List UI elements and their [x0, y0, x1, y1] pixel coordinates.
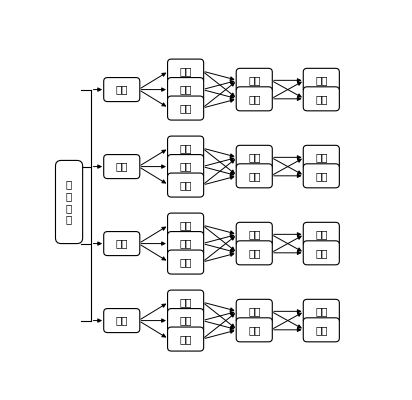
Text: 成绩: 成绩 [315, 152, 328, 162]
Text: 现在: 现在 [179, 316, 192, 326]
FancyBboxPatch shape [236, 318, 272, 342]
Text: 主体: 主体 [115, 84, 128, 94]
FancyBboxPatch shape [168, 327, 204, 351]
FancyBboxPatch shape [303, 299, 339, 323]
Text: 外地: 外地 [248, 325, 260, 335]
FancyBboxPatch shape [303, 87, 339, 111]
Text: 环境: 环境 [115, 316, 128, 326]
Text: 过去: 过去 [179, 143, 192, 153]
FancyBboxPatch shape [236, 164, 272, 188]
Text: 未来: 未来 [179, 334, 192, 344]
Text: 特
定
事
实: 特 定 事 实 [66, 180, 72, 224]
Text: 问题: 问题 [315, 325, 328, 335]
FancyBboxPatch shape [104, 78, 140, 102]
Text: 问题: 问题 [315, 248, 328, 258]
Text: 问题: 问题 [315, 171, 328, 181]
Text: 外地: 外地 [248, 94, 260, 104]
FancyBboxPatch shape [168, 78, 204, 102]
FancyBboxPatch shape [236, 87, 272, 111]
FancyBboxPatch shape [104, 308, 140, 332]
FancyBboxPatch shape [303, 145, 339, 169]
Text: 过去: 过去 [179, 297, 192, 307]
FancyBboxPatch shape [303, 68, 339, 92]
Text: 本地: 本地 [248, 306, 260, 316]
Text: 现在: 现在 [179, 162, 192, 172]
FancyBboxPatch shape [236, 145, 272, 169]
FancyBboxPatch shape [303, 241, 339, 265]
Text: 问题: 问题 [315, 94, 328, 104]
FancyBboxPatch shape [303, 164, 339, 188]
FancyBboxPatch shape [56, 160, 83, 244]
FancyBboxPatch shape [236, 222, 272, 246]
Text: 外地: 外地 [248, 248, 260, 258]
FancyBboxPatch shape [104, 154, 140, 178]
FancyBboxPatch shape [168, 250, 204, 274]
Text: 本地: 本地 [248, 152, 260, 162]
FancyBboxPatch shape [236, 241, 272, 265]
FancyBboxPatch shape [168, 213, 204, 237]
FancyBboxPatch shape [236, 68, 272, 92]
Text: 现在: 现在 [179, 238, 192, 248]
Text: 本地: 本地 [248, 75, 260, 85]
Text: 制度: 制度 [115, 238, 128, 248]
FancyBboxPatch shape [168, 136, 204, 160]
Text: 过去: 过去 [179, 220, 192, 230]
FancyBboxPatch shape [303, 318, 339, 342]
Text: 成绩: 成绩 [315, 229, 328, 239]
FancyBboxPatch shape [236, 299, 272, 323]
Text: 未来: 未来 [179, 257, 192, 267]
FancyBboxPatch shape [168, 232, 204, 256]
FancyBboxPatch shape [168, 154, 204, 178]
FancyBboxPatch shape [104, 232, 140, 256]
Text: 本地: 本地 [248, 229, 260, 239]
Text: 技术: 技术 [115, 162, 128, 172]
Text: 成绩: 成绩 [315, 306, 328, 316]
FancyBboxPatch shape [168, 173, 204, 197]
FancyBboxPatch shape [168, 290, 204, 314]
Text: 成绩: 成绩 [315, 75, 328, 85]
FancyBboxPatch shape [303, 222, 339, 246]
Text: 未来: 未来 [179, 103, 192, 113]
Text: 未来: 未来 [179, 180, 192, 190]
FancyBboxPatch shape [168, 96, 204, 120]
Text: 过去: 过去 [179, 66, 192, 76]
Text: 现在: 现在 [179, 84, 192, 94]
FancyBboxPatch shape [168, 308, 204, 332]
Text: 外地: 外地 [248, 171, 260, 181]
FancyBboxPatch shape [168, 59, 204, 83]
